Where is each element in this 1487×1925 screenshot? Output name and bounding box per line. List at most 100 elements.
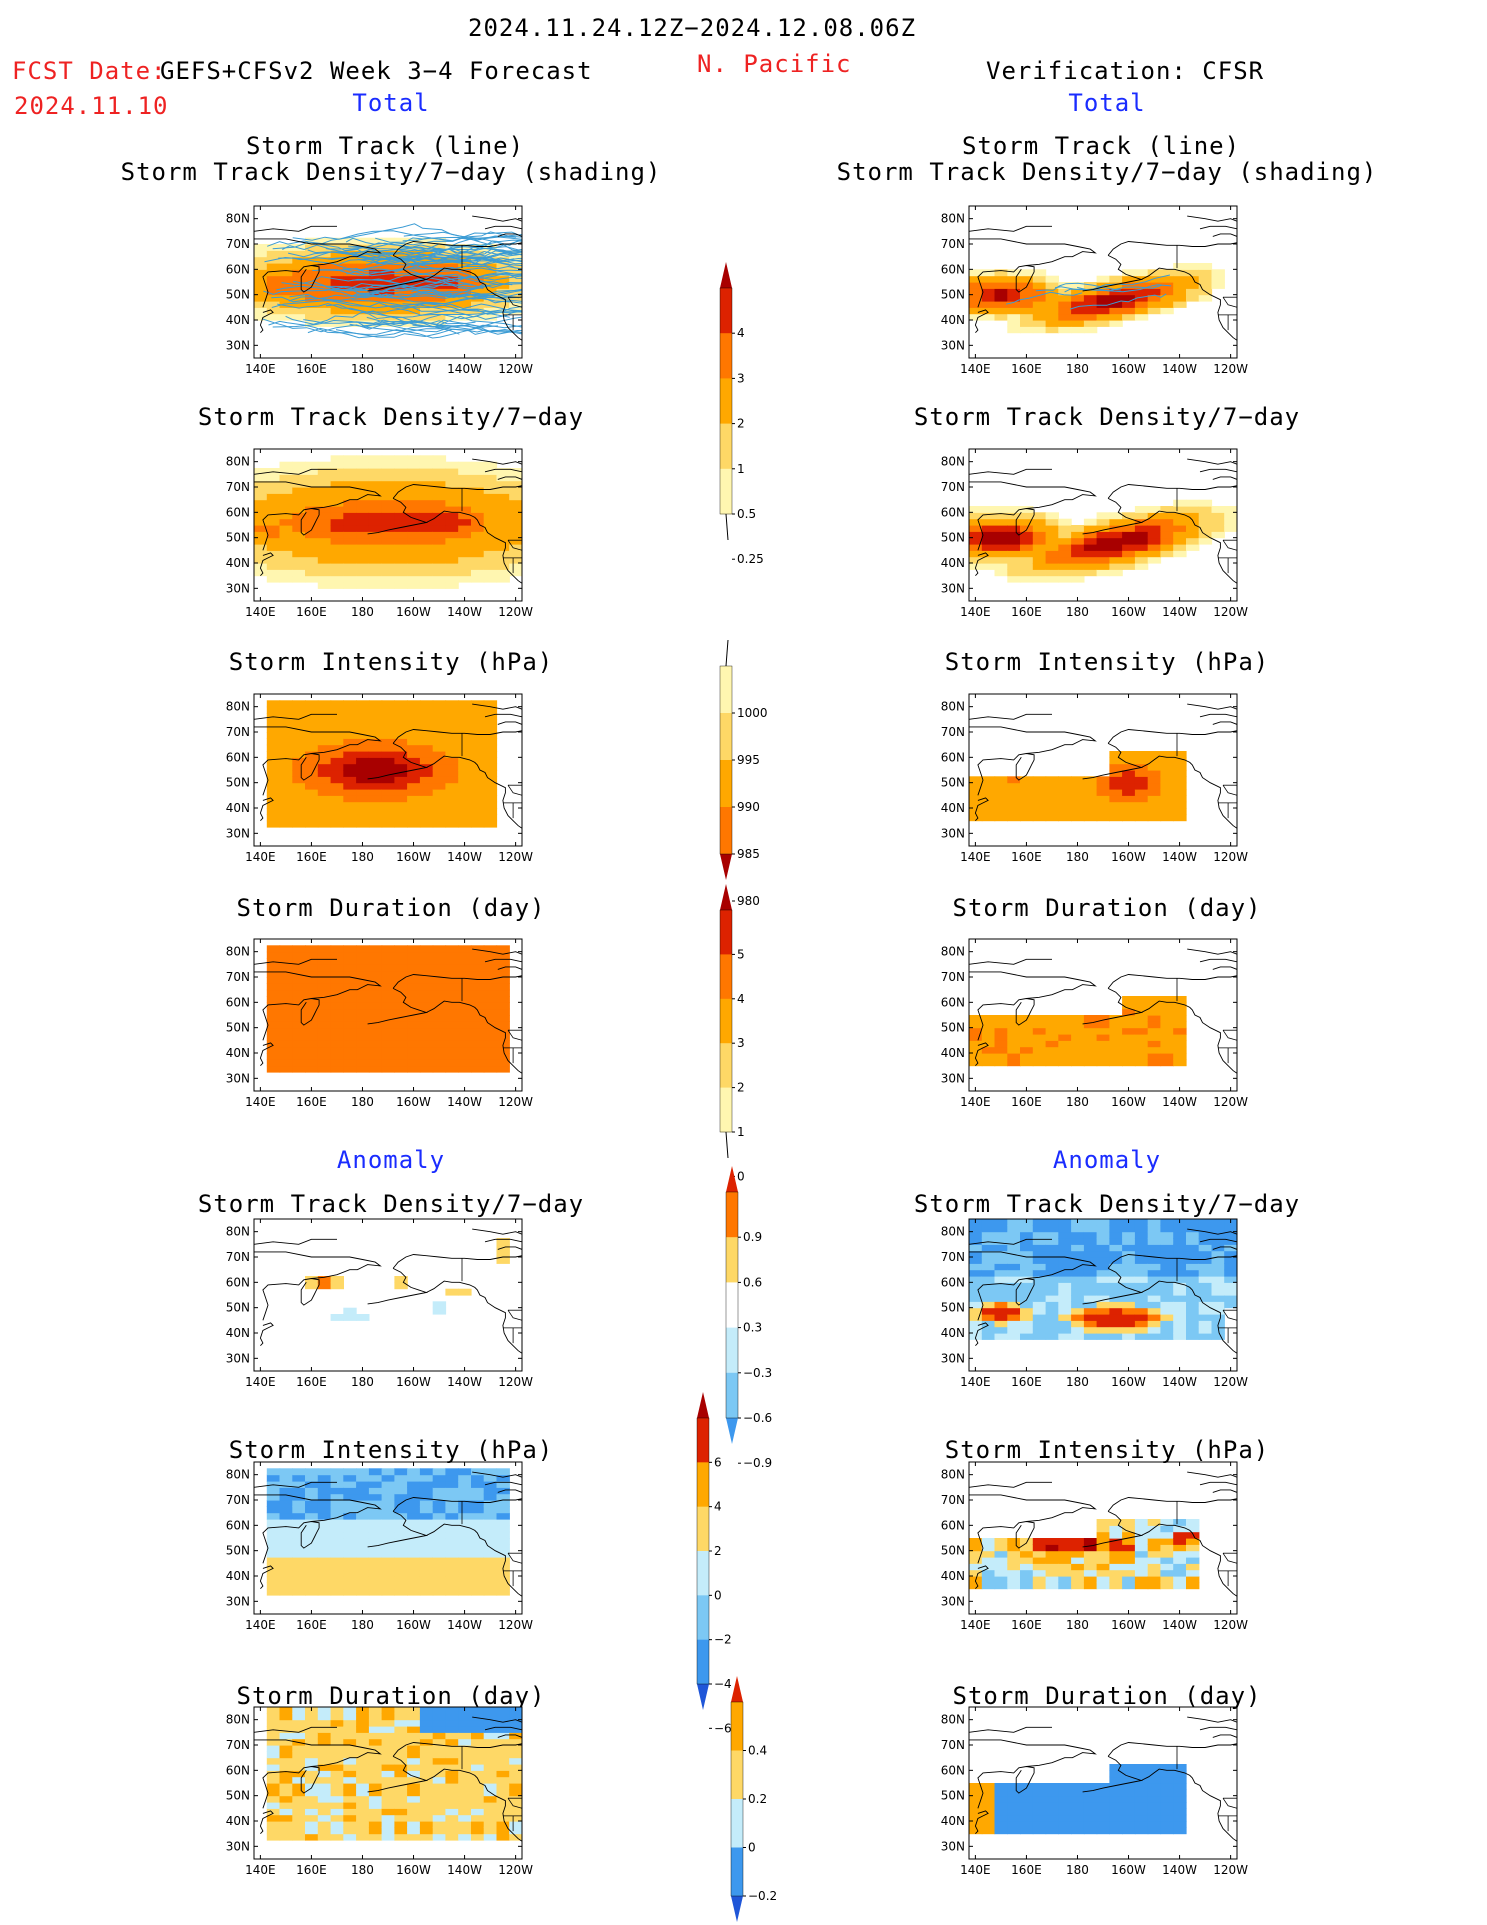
grid-cell — [1032, 575, 1047, 583]
grid-cell — [330, 582, 344, 589]
grid-cell — [330, 550, 344, 558]
grid-cell — [394, 951, 408, 959]
grid-cell — [292, 1544, 306, 1552]
grid-cell — [1032, 537, 1047, 545]
grid-cell — [419, 1021, 434, 1029]
grid-cell — [1096, 550, 1110, 558]
grid-cell — [279, 1751, 293, 1759]
grid-cell — [969, 1257, 983, 1264]
grid-cell — [981, 814, 996, 822]
grid-cell — [445, 1046, 459, 1054]
grid-cell — [305, 250, 319, 258]
grid-cell — [445, 556, 459, 564]
grid-cell — [1109, 1276, 1123, 1283]
grid-cell — [496, 1481, 510, 1488]
grid-cell — [1032, 814, 1047, 822]
coastline — [472, 1228, 522, 1235]
grid-cell — [1032, 1257, 1047, 1264]
grid-cell — [1096, 1269, 1110, 1277]
grid-cell — [1147, 776, 1162, 784]
grid-cell — [1122, 307, 1136, 315]
grid-cell — [394, 461, 408, 469]
grid-cell — [1045, 1538, 1059, 1545]
grid-cell — [305, 1481, 319, 1488]
grid-cell — [483, 1468, 498, 1476]
grid-cell — [509, 493, 522, 501]
lon-tick-label: 160E — [1011, 1375, 1042, 1389]
grid-cell — [1186, 531, 1200, 539]
grid-cell — [279, 1745, 293, 1752]
grid-cell — [254, 307, 268, 315]
grid-cell — [292, 732, 306, 739]
grid-cell — [254, 512, 268, 520]
grid-cell — [981, 1557, 996, 1564]
grid-cell — [445, 1814, 459, 1822]
grid-cell — [1186, 1333, 1200, 1340]
lat-tick-label: 60N — [941, 1763, 965, 1777]
colorbar-swatch — [720, 807, 732, 855]
grid-cell — [330, 1713, 344, 1721]
coastline — [1141, 755, 1237, 829]
grid-cell — [330, 1751, 344, 1759]
grid-cell — [1083, 1295, 1098, 1302]
grid-cell — [305, 244, 319, 251]
grid-cell — [317, 1827, 332, 1835]
grid-cell — [317, 782, 332, 790]
lat-tick-label: 60N — [226, 1763, 250, 1777]
grid-cell — [1045, 795, 1059, 803]
coastline — [969, 958, 1052, 965]
grid-cell — [279, 1821, 293, 1828]
coastline — [497, 1489, 522, 1493]
title-intensity-right: Storm Intensity (hPa) — [944, 648, 1270, 676]
grid-cell — [317, 1276, 332, 1283]
grid-cell — [330, 801, 344, 809]
grid-cell — [330, 757, 344, 765]
grid-cell — [1109, 1244, 1123, 1252]
grid-cell — [471, 1487, 485, 1495]
grid-cell — [432, 964, 447, 972]
grid-cell — [483, 269, 498, 277]
grid-cell — [368, 1015, 383, 1022]
grid-cell — [483, 1065, 498, 1073]
grid-cell — [1224, 518, 1237, 526]
grid-cell — [394, 1827, 408, 1835]
grid-cell — [1032, 1821, 1047, 1828]
grid-cell — [279, 744, 293, 752]
grid-cell — [471, 1002, 485, 1010]
grid-cell — [1211, 1225, 1225, 1233]
grid-cell — [1032, 288, 1047, 296]
grid-cell — [266, 1065, 281, 1073]
grid-cell — [419, 782, 434, 790]
grid-cell — [1058, 1250, 1072, 1258]
grid-cell — [317, 531, 332, 539]
grid-cell — [266, 1732, 281, 1740]
grid-cell — [471, 970, 485, 978]
grid-cell — [1058, 1053, 1072, 1060]
grid-cell — [1173, 1776, 1187, 1784]
grid-cell — [279, 525, 293, 532]
lon-tick-label: 160E — [296, 1618, 327, 1632]
grid-cell — [1160, 1002, 1174, 1010]
grid-cell — [279, 1015, 293, 1022]
grid-cell — [407, 537, 421, 545]
grid-cell — [1160, 1770, 1174, 1778]
colorbar-swatch — [720, 760, 732, 808]
grid-cell — [381, 1506, 395, 1514]
grid-cell — [1071, 776, 1085, 784]
grid-cell — [445, 1487, 459, 1495]
grid-cell — [1147, 537, 1162, 545]
lat-tick-label: 80N — [226, 1225, 250, 1239]
grid-cell — [458, 1034, 472, 1041]
grid-cell — [368, 1802, 383, 1809]
grid-cell — [266, 506, 281, 513]
grid-cell — [368, 1738, 383, 1746]
grid-cell — [292, 776, 306, 784]
grid-cell — [305, 789, 319, 796]
grid-cell — [394, 237, 408, 245]
grid-cell — [254, 556, 268, 564]
grid-cell — [381, 569, 395, 577]
title-density-right: Storm Track Density/7−day — [913, 403, 1301, 431]
grid-cell — [1198, 1238, 1213, 1245]
grid-cell — [279, 1770, 293, 1778]
grid-cell — [1020, 525, 1034, 532]
